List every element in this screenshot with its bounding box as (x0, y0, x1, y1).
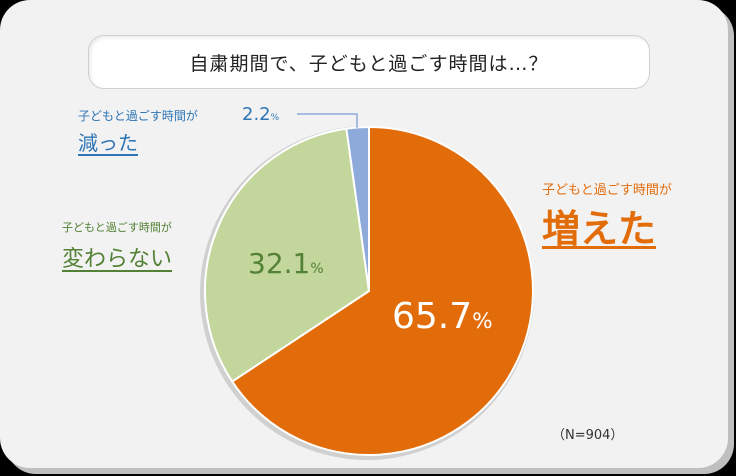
unchanged-label: 変わらない (62, 247, 173, 272)
leader-line-decreased (297, 113, 358, 128)
unchanged-percent: 32.1% (248, 247, 324, 280)
increased-prefix: 子どもと過ごす時間が (542, 183, 672, 198)
decreased-value: 2.2 (242, 104, 271, 125)
decreased-label: 減った (78, 131, 138, 155)
decreased-percent: 2.2% (242, 104, 279, 125)
increased-percent: 65.7% (392, 296, 493, 337)
sample-size: （N=904） (552, 428, 624, 443)
increased-value: 65.7 (392, 296, 473, 337)
increased-unit: % (472, 309, 493, 334)
title-box: 自粛期間で、子どもと過ごす時間は…？ (88, 35, 650, 89)
decreased-prefix: 子どもと過ごす時間が (78, 109, 198, 123)
unchanged-value: 32.1 (248, 247, 311, 280)
pie-slice-increased (230, 125, 534, 456)
increased-label: 増えた (542, 207, 657, 251)
decreased-unit: % (270, 113, 280, 123)
unchanged-unit: % (310, 261, 324, 277)
chart-title: 自粛期間で、子どもと過ごす時間は…？ (189, 52, 549, 75)
unchanged-prefix: 子どもと過ごす時間が (62, 221, 172, 234)
pie-slice-unchanged (203, 127, 371, 383)
